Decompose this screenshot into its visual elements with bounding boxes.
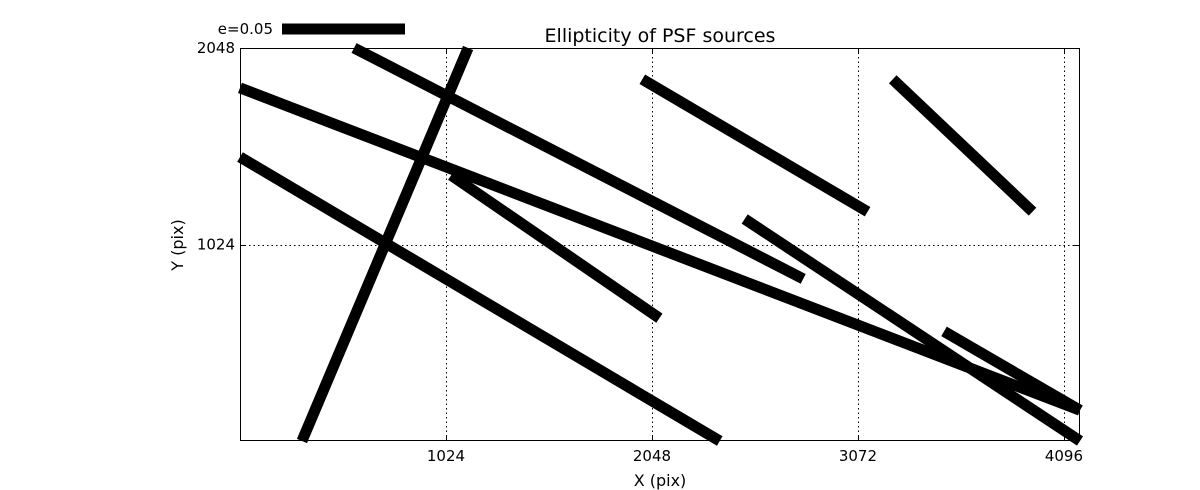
psf-whisker-7 [639,74,871,217]
y-tick-label: 1024 [197,236,235,254]
plot-frame [240,48,1080,441]
scale-key-label: e=0.05 [218,20,273,38]
psf-whisker-6 [941,326,1083,416]
psf-whisker-8 [888,75,1037,216]
y-tick-labels: 1024 2048 [197,39,235,254]
psf-whisker-2 [237,152,723,446]
y-tick-label: 2048 [197,39,235,57]
axis-ticks [240,48,1080,441]
chart-title: Ellipticity of PSF sources [545,25,776,47]
ellipticity-whiskers [237,43,1084,446]
y-axis-label: Y (pix) [168,219,187,271]
x-axis-label: X (pix) [634,471,687,490]
x-tick-label: 3072 [839,447,877,465]
psf-whisker-5 [741,214,1084,446]
psf-whisker-3 [351,43,806,284]
x-tick-label: 4096 [1045,447,1083,465]
psf-whisker-1 [238,82,1082,416]
x-tick-label: 1024 [427,447,465,465]
psf-whisker-4 [448,170,663,323]
x-tick-labels: 1024 2048 3072 4096 [427,447,1083,465]
x-tick-label: 2048 [633,447,671,465]
